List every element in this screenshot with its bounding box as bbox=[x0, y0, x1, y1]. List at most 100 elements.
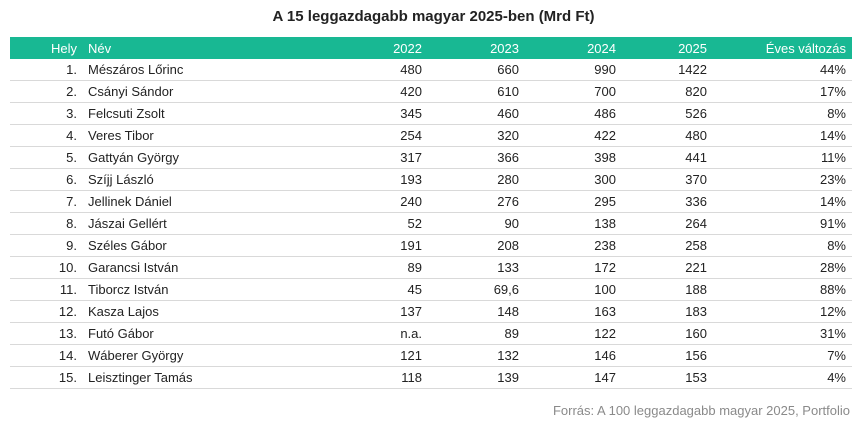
cell-2024: 238 bbox=[594, 238, 616, 253]
cell-2024: 122 bbox=[594, 326, 616, 341]
cell-rank: 9. bbox=[66, 238, 77, 253]
table-body: 1. Mészáros Lőrinc 480 660 990 1422 44% 2. Csány… bbox=[10, 59, 852, 389]
cell-2022: 240 bbox=[400, 194, 422, 209]
chart-title: A 15 leggazdagabb magyar 2025-ben (Mrd F… bbox=[272, 8, 595, 25]
cell-rank: 6. bbox=[66, 172, 77, 187]
cell-2023: 320 bbox=[497, 128, 519, 143]
cell-name: Wáberer György bbox=[88, 348, 184, 363]
cell-2024: 146 bbox=[594, 348, 616, 363]
cell-2024: 100 bbox=[594, 282, 616, 297]
header-name: Név bbox=[88, 40, 112, 56]
cell-2023: 208 bbox=[497, 238, 519, 253]
cell-name: Felcsuti Zsolt bbox=[88, 106, 165, 121]
cell-annual-change: 23% bbox=[819, 172, 846, 187]
cell-2023: 366 bbox=[497, 150, 519, 165]
cell-name: Futó Gábor bbox=[88, 326, 154, 341]
cell-2023: 132 bbox=[497, 348, 519, 363]
cell-rank: 14. bbox=[58, 348, 77, 363]
cell-2024: 398 bbox=[594, 150, 616, 165]
header-2022: 2022 bbox=[393, 40, 422, 56]
cell-rank: 12. bbox=[58, 304, 77, 319]
cell-2025: 370 bbox=[685, 172, 707, 187]
cell-2024: 138 bbox=[594, 216, 616, 231]
header-2024: 2024 bbox=[587, 40, 616, 56]
header-rank: Hely bbox=[50, 40, 77, 56]
cell-rank: 3. bbox=[66, 106, 77, 121]
cell-2022: 45 bbox=[407, 282, 422, 297]
cell-2022: 118 bbox=[401, 370, 422, 385]
cell-2022: 480 bbox=[400, 62, 422, 77]
cell-2025: 264 bbox=[685, 216, 707, 231]
cell-annual-change: 28% bbox=[819, 260, 846, 275]
cell-rank: 11. bbox=[59, 282, 77, 297]
cell-2025: 188 bbox=[685, 282, 707, 297]
cell-2023: 90 bbox=[504, 216, 519, 231]
cell-2024: 300 bbox=[594, 172, 616, 187]
table-row: 9. Széles Gábor 191 208 238 258 8% bbox=[10, 235, 852, 257]
cell-annual-change: 7% bbox=[827, 348, 846, 363]
cell-2022: 89 bbox=[407, 260, 422, 275]
cell-rank: 2. bbox=[66, 84, 77, 99]
table-row: 11. Tiborcz István 45 69,6 100 188 88% bbox=[10, 279, 852, 301]
cell-2023: 280 bbox=[497, 172, 519, 187]
cell-rank: 15. bbox=[58, 370, 77, 385]
cell-rank: 10. bbox=[58, 260, 77, 275]
cell-name: Tiborcz István bbox=[88, 282, 169, 297]
header-annual-change: Éves változás bbox=[765, 40, 846, 56]
table-row: 14. Wáberer György 121 132 146 156 7% bbox=[10, 345, 852, 367]
header-2023: 2023 bbox=[490, 40, 519, 56]
cell-annual-change: 44% bbox=[819, 62, 846, 77]
cell-2022: 317 bbox=[400, 150, 422, 165]
cell-annual-change: 8% bbox=[827, 106, 846, 121]
cell-2023: 610 bbox=[497, 84, 519, 99]
cell-2023: 89 bbox=[504, 326, 519, 341]
table-row: 3. Felcsuti Zsolt 345 460 486 526 8% bbox=[10, 103, 852, 125]
data-table: Hely Név 2022 2023 2024 2025 Éves változ… bbox=[10, 37, 852, 389]
cell-annual-change: 91% bbox=[819, 216, 846, 231]
cell-name: Gattyán György bbox=[88, 150, 180, 165]
cell-name: Mészáros Lőrinc bbox=[88, 62, 184, 77]
cell-2022: 345 bbox=[400, 106, 422, 121]
cell-annual-change: 88% bbox=[819, 282, 846, 297]
cell-2023: 139 bbox=[497, 370, 519, 385]
cell-2024: 147 bbox=[594, 370, 616, 385]
cell-2022: 52 bbox=[407, 216, 422, 231]
cell-2025: 526 bbox=[685, 106, 707, 121]
cell-2024: 990 bbox=[594, 62, 616, 77]
header-2025: 2025 bbox=[678, 40, 707, 56]
cell-annual-change: 12% bbox=[819, 304, 846, 319]
cell-annual-change: 11% bbox=[820, 150, 846, 165]
cell-2025: 480 bbox=[685, 128, 707, 143]
table-row: 2. Csányi Sándor 420 610 700 820 17% bbox=[10, 81, 852, 103]
cell-name: Kasza Lajos bbox=[88, 304, 159, 319]
cell-rank: 7. bbox=[66, 194, 77, 209]
cell-2024: 163 bbox=[594, 304, 616, 319]
cell-2025: 820 bbox=[685, 84, 707, 99]
table-row: 1. Mészáros Lőrinc 480 660 990 1422 44% bbox=[10, 59, 852, 81]
cell-rank: 1. bbox=[66, 62, 77, 77]
cell-rank: 5. bbox=[66, 150, 77, 165]
cell-2025: 258 bbox=[685, 238, 707, 253]
cell-2024: 172 bbox=[594, 260, 616, 275]
cell-2024: 486 bbox=[594, 106, 616, 121]
cell-name: Jászai Gellért bbox=[88, 216, 167, 231]
cell-2022: n.a. bbox=[400, 326, 422, 341]
cell-2023: 148 bbox=[497, 304, 519, 319]
cell-2023: 133 bbox=[497, 260, 519, 275]
table-row: 6. Szíjj László 193 280 300 370 23% bbox=[10, 169, 852, 191]
table-row: 7. Jellinek Dániel 240 276 295 336 14% bbox=[10, 191, 852, 213]
cell-2022: 193 bbox=[400, 172, 422, 187]
cell-2022: 420 bbox=[400, 84, 422, 99]
cell-2022: 121 bbox=[400, 348, 422, 363]
cell-2024: 295 bbox=[594, 194, 616, 209]
table-row: 12. Kasza Lajos 137 148 163 183 12% bbox=[10, 301, 852, 323]
table-row: 5. Gattyán György 317 366 398 441 11% bbox=[10, 147, 852, 169]
cell-name: Jellinek Dániel bbox=[88, 194, 172, 209]
cell-name: Veres Tibor bbox=[88, 128, 154, 143]
cell-2025: 160 bbox=[685, 326, 707, 341]
cell-name: Szíjj László bbox=[88, 172, 154, 187]
cell-name: Garancsi István bbox=[88, 260, 179, 275]
cell-2025: 183 bbox=[685, 304, 707, 319]
cell-2025: 156 bbox=[685, 348, 707, 363]
table-row: 10. Garancsi István 89 133 172 221 28% bbox=[10, 257, 852, 279]
